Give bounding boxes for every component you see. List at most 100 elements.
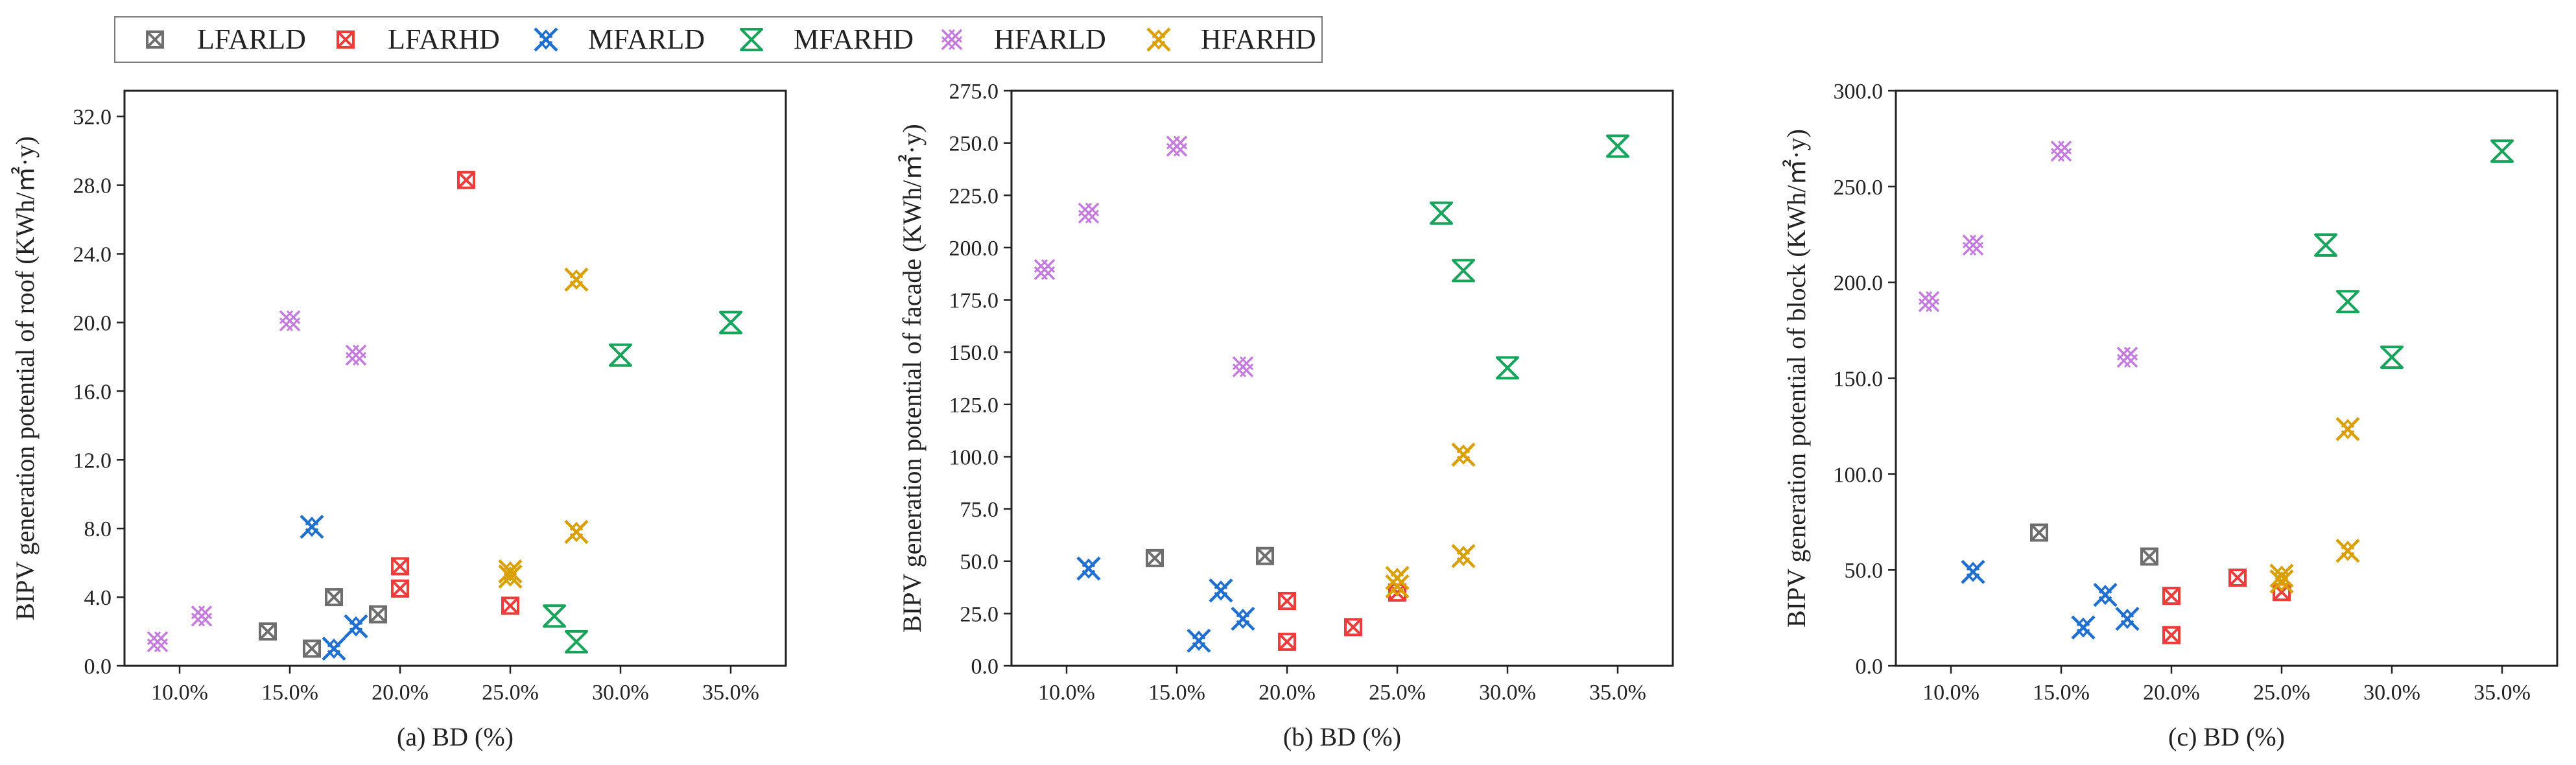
data-point-mfarld [2115,606,2140,631]
chart-panels: 0.0 4.0 8.0 12.0 16.0 20.0 24.0 28.0 32.0 10.0% 15… [10,80,2558,751]
data-point-mfarhd [1430,201,1453,225]
y-tick-label: 100.0 [949,445,999,469]
data-point-lfarld [369,605,387,624]
y-tick-label: 50.0 [960,550,999,574]
data-point-lfarld [1256,547,1274,565]
data-point-hfarhd [2269,563,2294,588]
data-point-mfarhd [1496,356,1519,380]
x-tick-label: 15.0% [2033,681,2090,705]
y-tick-label: 275.0 [949,80,999,104]
y-tick-label: 12.0 [73,449,112,473]
series-mfarld [1961,559,2140,640]
data-point-mfarhd [609,343,632,367]
panel-c: 0.0 50.0 100.0 150.0 200.0 250.0 300.0 10.0% 15.… [1782,80,2558,751]
y-tick-label: 75.0 [960,498,999,522]
data-point-hfarhd [498,559,523,583]
data-point-mfarhd [719,311,742,335]
legend-marker-hfarhd [1146,27,1171,52]
data-point-lfarhd [391,557,409,576]
data-point-lfarld [2140,547,2158,566]
y-tick-label: 28.0 [73,174,112,198]
x-tick-label: 20.0% [372,681,429,705]
x-tick-label: 20.0% [1258,681,1316,705]
series-mfarhd [1430,134,1629,380]
legend-marker-lfarld [146,30,164,49]
y-axis-title: BIPV generation potential of block (KWh/… [1782,129,1811,628]
x-tick-label: 15.0% [261,681,318,705]
y-tick-label: 125.0 [949,394,999,418]
data-point-mfarld [1076,556,1101,581]
data-point-mfarhd [2314,233,2337,257]
data-point-mfarld [1231,606,1255,631]
data-point-hfarhd [1385,574,1410,599]
series-hfarld [1918,140,2138,368]
y-tick-label: 24.0 [73,243,112,267]
y-tick-label: 250.0 [1834,176,1884,200]
y-tick-label: 32.0 [73,106,112,130]
plot-frame [1895,89,2558,667]
data-point-lfarld [259,622,277,641]
data-point-hfarhd [1451,544,1476,569]
data-point-mfarld [2093,583,2118,607]
data-point-lfarhd [1278,632,1296,651]
data-point-lfarld [1146,548,1164,567]
y-tick-label: 25.0 [960,602,999,626]
data-point-mfarld [344,614,368,639]
x-tick-label: 30.0% [592,681,649,705]
data-point-hfarhd [498,564,523,589]
series-mfarhd [543,311,742,653]
data-point-mfarhd [1452,259,1475,283]
x-tick-label: 25.0% [482,681,539,705]
legend-marker-lfarhd [337,30,355,49]
y-tick-label: 250.0 [949,132,999,156]
x-tick-label: 35.0% [2474,681,2531,705]
series-mfarld [1076,556,1255,653]
data-point-hfarhd [564,267,589,292]
data-point-mfarld [1209,578,1233,603]
data-point-hfarld [1166,135,1188,157]
y-tick-label: 0.0 [84,655,112,679]
panel-b: 0.0 25.0 50.0 75.0 100.0 125.0 150.0 175.0 200.0… [897,80,1674,751]
legend-label-mfarhd: MFARHD [794,23,914,55]
series-hfarld [147,310,367,653]
series-hfarhd [498,267,589,589]
x-axis-title: (c) BD (%) [2168,722,2285,751]
series-lfarld [2030,523,2158,566]
data-point-hfarld [191,605,213,627]
series-lfarhd [2162,568,2291,644]
y-tick-label: 16.0 [73,380,112,404]
y-tick-label: 8.0 [84,517,112,541]
y-axis-title: BIPV generation potential of roof (KWh/㎡… [10,136,40,620]
data-point-mfarld [322,636,346,661]
y-tick-label: 225.0 [949,184,999,208]
x-tick-label: 25.0% [2253,681,2310,705]
y-tick-label: 175.0 [949,289,999,313]
data-point-lfarhd [501,596,519,615]
legend: LFARLD LFARHD MFARLD MFARHD HFARLD HFARHD [114,16,1323,63]
data-point-lfarhd [2228,568,2247,587]
data-point-mfarhd [2490,139,2514,163]
data-point-hfarld [1078,202,1100,224]
data-point-hfarhd [1451,442,1476,467]
y-tick-label: 0.0 [971,655,999,679]
series-mfarld [300,514,368,661]
data-point-mfarhd [1606,134,1629,158]
data-point-hfarld [1962,234,1984,256]
data-point-mfarhd [2380,345,2404,369]
data-point-lfarld [2030,523,2048,542]
data-point-hfarld [2050,140,2072,162]
series-lfarhd [1278,583,1406,651]
data-point-lfarld [325,588,343,607]
y-tick-label: 100.0 [1834,463,1884,487]
plot-frame [123,89,787,667]
x-tick-label: 30.0% [1479,681,1536,705]
legend-label-lfarhd: LFARHD [388,23,500,55]
data-point-hfarld [1918,290,1940,312]
legend-frame [114,16,1323,63]
plot-frame [1010,89,1674,667]
data-point-mfarld [1961,559,1985,584]
data-point-mfarld [1187,628,1211,653]
series-mfarhd [2314,139,2514,369]
data-point-hfarhd [2335,417,2360,441]
legend-marker-mfarhd [740,28,763,51]
